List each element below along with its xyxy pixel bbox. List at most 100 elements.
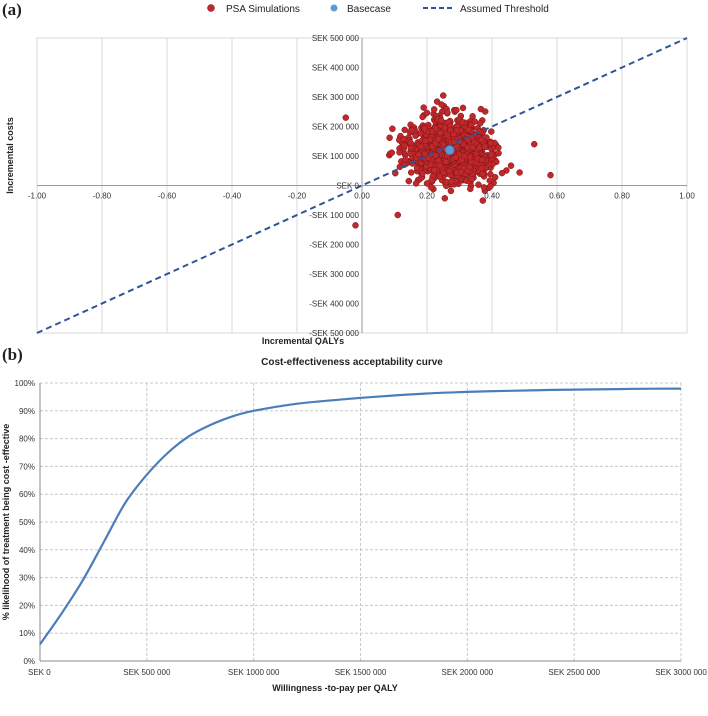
psa-point bbox=[428, 128, 436, 135]
ceac-line-chart: Cost-effectiveness acceptability curve 1… bbox=[1, 357, 707, 693]
psa-point bbox=[531, 140, 538, 148]
psa-point bbox=[430, 106, 438, 113]
legend-basecase-marker bbox=[330, 4, 338, 12]
ceac-series bbox=[39, 387, 682, 645]
psa-point bbox=[441, 124, 449, 132]
scatter-x-tick-label: -0.40 bbox=[223, 192, 242, 201]
scatter-x-tick-label: 1.00 bbox=[679, 192, 695, 201]
psa-point bbox=[458, 118, 466, 126]
psa-point bbox=[408, 127, 416, 134]
scatter-y-tick-label: SEK 300 000 bbox=[312, 93, 360, 102]
ceac-y-tick-label: 0% bbox=[23, 657, 35, 666]
ceac-x-tick-label: SEK 500 000 bbox=[123, 668, 171, 677]
psa-point bbox=[407, 139, 414, 146]
scatter-y-tick-label: -SEK 500 000 bbox=[309, 329, 359, 338]
ceac-x-tick-label: SEK 0 bbox=[28, 668, 51, 677]
psa-point bbox=[342, 114, 349, 121]
psa-point bbox=[495, 149, 502, 157]
psa-point bbox=[461, 152, 468, 160]
psa-points bbox=[342, 92, 554, 229]
legend-threshold-label: Assumed Threshold bbox=[460, 4, 549, 15]
psa-point bbox=[478, 165, 485, 172]
ceac-x-tick-label: SEK 2500 000 bbox=[548, 668, 600, 677]
psa-point bbox=[447, 187, 455, 195]
psa-point bbox=[487, 170, 494, 178]
psa-point bbox=[488, 128, 495, 135]
ceac-x-tick-label: SEK 1500 000 bbox=[335, 668, 387, 677]
psa-point bbox=[516, 169, 523, 176]
assumed-threshold-line bbox=[36, 37, 688, 334]
psa-point bbox=[412, 132, 419, 139]
scatter-y-axis-title: Incremental costs bbox=[5, 117, 15, 194]
psa-point bbox=[478, 136, 485, 144]
psa-point bbox=[423, 109, 431, 117]
psa-point bbox=[466, 163, 473, 171]
ceac-y-tick-label: 20% bbox=[19, 601, 35, 610]
scatter-y-tick-label: -SEK 200 000 bbox=[309, 241, 359, 250]
psa-point bbox=[389, 125, 396, 133]
scatter-y-tick-label: -SEK 400 000 bbox=[309, 300, 359, 309]
ceac-y-tick-label: 80% bbox=[19, 435, 35, 444]
psa-point bbox=[400, 135, 407, 143]
psa-point bbox=[437, 129, 444, 137]
ceac-y-tick-label: 40% bbox=[19, 546, 35, 555]
psa-point bbox=[459, 104, 467, 112]
psa-point bbox=[420, 104, 427, 111]
psa-point bbox=[447, 126, 454, 134]
ceac-y-tick-label: 100% bbox=[15, 379, 35, 388]
psa-point bbox=[467, 121, 475, 128]
psa-point bbox=[476, 144, 483, 152]
scatter-y-tick-label: SEK 400 000 bbox=[312, 64, 360, 73]
psa-point bbox=[432, 152, 439, 159]
psa-point bbox=[448, 178, 455, 185]
ceac-x-axis-title: Willingness -to-pay per QALY bbox=[272, 683, 398, 693]
psa-point bbox=[419, 113, 426, 121]
psa-point bbox=[457, 168, 465, 176]
psa-point bbox=[465, 126, 472, 134]
scatter-y-tick-label: SEK 0 bbox=[336, 182, 359, 191]
psa-point bbox=[477, 105, 485, 113]
psa-point bbox=[401, 126, 408, 134]
ceac-grid bbox=[39, 382, 682, 662]
psa-point bbox=[407, 169, 415, 176]
psa-point bbox=[487, 182, 494, 190]
scatter-y-tick-label: SEK 500 000 bbox=[312, 34, 360, 43]
psa-point bbox=[453, 106, 460, 114]
ceac-axes bbox=[39, 383, 681, 662]
psa-point bbox=[479, 197, 487, 204]
psa-point bbox=[407, 150, 414, 158]
psa-point bbox=[478, 156, 486, 164]
psa-point bbox=[441, 195, 449, 202]
psa-point bbox=[487, 151, 495, 158]
ceac-title: Cost-effectiveness acceptability curve bbox=[261, 357, 443, 368]
scatter-y-tick-label: SEK 100 000 bbox=[312, 152, 360, 161]
psa-point bbox=[481, 143, 489, 151]
ceac-y-axis-title: % likelihood of treatment being cost -ef… bbox=[1, 424, 11, 621]
psa-point bbox=[468, 175, 475, 183]
legend-basecase-label: Basecase bbox=[347, 4, 391, 15]
scatter-y-tick-label: SEK 200 000 bbox=[312, 123, 360, 132]
psa-point bbox=[386, 134, 393, 142]
ceac-y-tick-label: 60% bbox=[19, 490, 35, 499]
psa-point bbox=[352, 222, 359, 229]
ceac-curve bbox=[39, 387, 682, 645]
scatter-axes bbox=[37, 38, 687, 333]
psa-point bbox=[412, 180, 420, 187]
scatter-x-tick-label: -0.60 bbox=[158, 192, 177, 201]
scatter-x-axis-title: Incremental QALYs bbox=[262, 336, 344, 345]
psa-point bbox=[479, 170, 486, 178]
scatter-x-tick-label: 0.40 bbox=[484, 192, 500, 201]
psa-point bbox=[486, 177, 494, 184]
psa-point bbox=[547, 171, 554, 179]
psa-point bbox=[431, 166, 438, 174]
psa-point bbox=[440, 92, 447, 99]
scatter-x-tick-label: 0.60 bbox=[549, 192, 565, 201]
psa-point bbox=[421, 150, 429, 158]
scatter-x-tick-label: 0.80 bbox=[614, 192, 630, 201]
psa-point bbox=[401, 142, 408, 149]
psa-point bbox=[415, 151, 422, 158]
psa-point bbox=[435, 135, 442, 143]
psa-point bbox=[419, 170, 426, 177]
ceac-y-tick-label: 30% bbox=[19, 574, 35, 583]
psa-point bbox=[421, 125, 428, 132]
